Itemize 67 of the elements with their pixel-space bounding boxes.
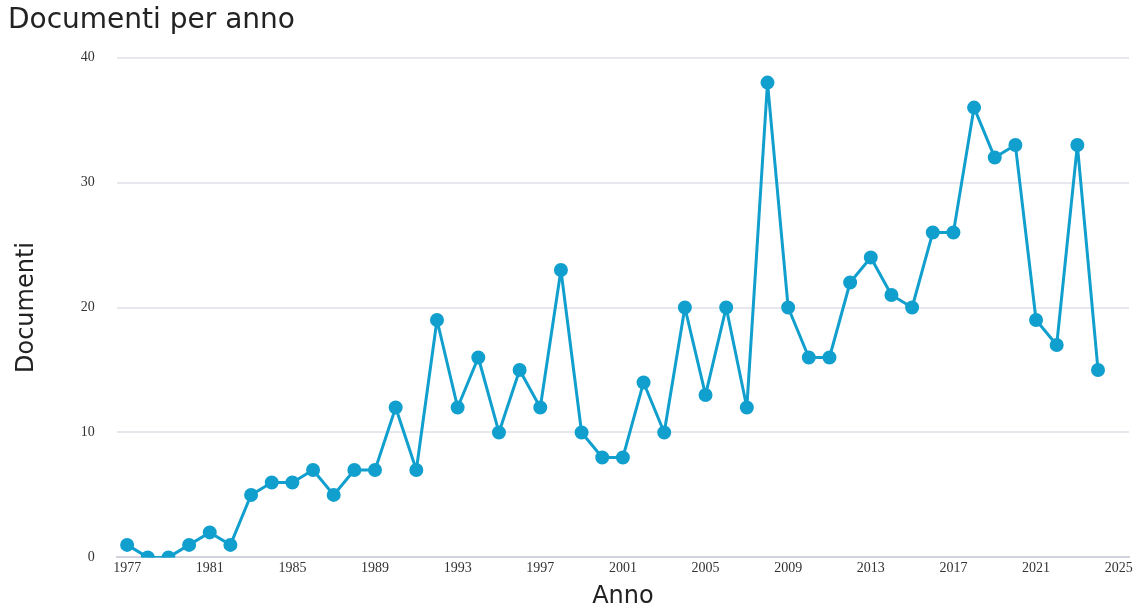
point xyxy=(429,313,444,327)
x-tick-label: 2021 xyxy=(1022,560,1051,576)
point xyxy=(202,525,217,540)
point xyxy=(1049,337,1064,352)
y-tick-label: 30 xyxy=(80,174,95,190)
point xyxy=(801,350,816,365)
point xyxy=(843,275,858,290)
x-tick-label: 1989 xyxy=(361,560,390,576)
x-axis-title: Anno xyxy=(592,580,654,609)
point xyxy=(306,462,321,477)
point xyxy=(863,250,878,265)
x-tick-label: 2025 xyxy=(1104,560,1133,576)
point xyxy=(512,362,527,377)
point xyxy=(285,475,300,490)
point xyxy=(884,288,899,303)
x-tick-label: 1985 xyxy=(278,560,307,576)
point xyxy=(967,100,982,115)
x-tick-label: 1997 xyxy=(526,560,555,576)
point xyxy=(822,350,837,365)
x-tick-label: 1977 xyxy=(113,560,142,576)
point xyxy=(595,450,610,465)
point xyxy=(760,75,775,90)
point xyxy=(120,537,135,552)
point xyxy=(905,300,920,315)
point xyxy=(698,387,713,402)
point xyxy=(925,225,940,240)
point xyxy=(553,263,568,278)
point xyxy=(223,537,238,552)
point xyxy=(409,462,424,477)
point xyxy=(781,300,796,315)
x-tick-label: 2013 xyxy=(856,560,885,576)
point xyxy=(368,462,383,477)
point xyxy=(719,300,734,315)
point xyxy=(533,400,548,415)
point xyxy=(1091,362,1106,377)
y-tick-label: 0 xyxy=(87,549,95,565)
point xyxy=(388,400,403,415)
point xyxy=(182,537,197,552)
x-tick-label: 1993 xyxy=(443,560,472,576)
point xyxy=(264,475,279,490)
y-tick-label: 10 xyxy=(80,424,95,440)
point xyxy=(244,487,259,502)
point xyxy=(574,425,589,440)
point xyxy=(1070,138,1085,153)
chart-title: Documenti per anno xyxy=(8,2,295,36)
point xyxy=(1029,313,1044,327)
x-tick-label: 1981 xyxy=(195,560,224,576)
point xyxy=(450,400,465,415)
point xyxy=(615,450,630,465)
point xyxy=(739,400,754,415)
point xyxy=(987,150,1002,165)
x-tick-label: 2009 xyxy=(774,560,803,576)
x-tick-label: 2001 xyxy=(608,560,637,576)
point xyxy=(946,225,961,240)
point xyxy=(636,375,651,390)
x-tick-label: 2017 xyxy=(939,560,968,576)
point xyxy=(657,425,672,440)
y-tick-label: 20 xyxy=(80,299,95,315)
y-tick-label: 40 xyxy=(80,49,95,65)
y-axis-title: Documenti xyxy=(10,241,39,374)
point xyxy=(491,425,506,440)
point xyxy=(326,487,341,502)
point xyxy=(1008,138,1023,153)
x-tick-label: 2005 xyxy=(691,560,720,576)
point xyxy=(677,300,692,315)
point xyxy=(471,350,486,365)
point xyxy=(347,462,362,477)
